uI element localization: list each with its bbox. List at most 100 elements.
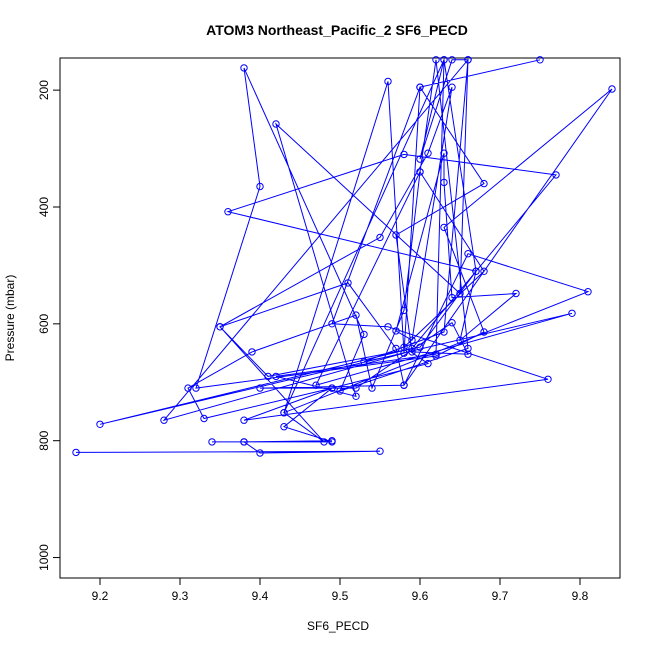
y-tick-label: 800 [37, 430, 51, 450]
data-point [160, 416, 168, 424]
data-point [512, 289, 520, 298]
data-point [448, 319, 456, 327]
data-point [568, 309, 576, 317]
data-point [440, 56, 448, 64]
chart-title: ATOM3 Northeast_Pacific_2 SF6_PECD [206, 22, 468, 38]
data-point [248, 348, 256, 356]
data-point [480, 328, 488, 336]
data-point [400, 306, 408, 315]
y-axis-label: Pressure (mbar) [3, 275, 17, 362]
data-point [392, 327, 400, 335]
data-point [328, 384, 336, 392]
data-point [424, 149, 432, 157]
series-line [75, 58, 613, 454]
data-point [344, 279, 352, 287]
data-point [400, 349, 408, 357]
data-point [184, 384, 192, 392]
data-point [72, 448, 80, 457]
data-point [384, 323, 392, 331]
data-point [464, 56, 472, 64]
data-point [352, 311, 360, 319]
data-point [408, 348, 416, 356]
data-point [544, 375, 552, 383]
data-point [408, 336, 416, 344]
y-tick-label: 400 [37, 197, 51, 217]
data-point [256, 182, 264, 191]
data-point [456, 336, 464, 344]
data-point [200, 414, 208, 423]
data-point [352, 392, 360, 400]
data-series-layer [72, 56, 616, 457]
x-tick-label: 9.5 [332, 589, 349, 603]
data-point [240, 438, 248, 446]
data-point [448, 83, 456, 91]
data-point [328, 438, 336, 446]
data-point [400, 150, 408, 159]
data-point [312, 381, 320, 389]
data-point [416, 168, 424, 176]
data-point [336, 387, 344, 395]
data-point [96, 420, 104, 428]
x-tick-label: 9.3 [172, 589, 189, 603]
data-point [280, 409, 288, 417]
y-tick-label: 600 [37, 314, 51, 334]
data-point [264, 372, 272, 381]
x-axis-label: SF6_PECD [307, 619, 369, 633]
plot-frame [59, 57, 621, 579]
data-point [472, 267, 480, 275]
data-point [416, 83, 424, 91]
data-point [440, 328, 448, 336]
data-point [432, 350, 440, 358]
data-point [416, 343, 424, 351]
data-point [192, 384, 200, 392]
data-point [272, 372, 280, 381]
x-tick-label: 9.4 [252, 589, 269, 603]
data-point [456, 289, 464, 298]
data-point [440, 149, 448, 157]
data-point [328, 320, 336, 328]
data-point [376, 233, 384, 242]
x-axis: 9.2 9.3 9.4 9.5 9.6 9.7 9.8 [92, 577, 589, 603]
data-point [208, 438, 216, 446]
x-tick-label: 9.8 [572, 589, 589, 603]
data-point [464, 250, 472, 258]
data-point [424, 359, 432, 368]
data-point [352, 384, 360, 392]
data-point [440, 223, 448, 232]
data-point [416, 155, 424, 163]
data-point [536, 56, 544, 64]
data-point [360, 330, 368, 339]
x-tick-label: 9.2 [92, 589, 109, 603]
data-point [384, 77, 392, 86]
data-point [552, 171, 560, 179]
data-point [368, 384, 376, 392]
data-point [400, 381, 408, 389]
data-point [256, 449, 264, 457]
data-point [392, 344, 400, 353]
data-point [240, 416, 248, 424]
y-axis: 200 400 600 800 1000 [37, 80, 61, 571]
y-tick-label: 200 [37, 80, 51, 100]
data-point [376, 447, 384, 455]
data-point [464, 350, 472, 358]
x-tick-label: 9.7 [492, 589, 509, 603]
data-point [440, 178, 448, 187]
data-point [216, 323, 224, 331]
data-point [432, 56, 440, 64]
data-point [584, 288, 592, 296]
data-point [608, 85, 616, 93]
data-point [280, 423, 288, 431]
data-point [272, 120, 280, 128]
data-point [448, 56, 456, 64]
data-point [464, 344, 472, 353]
data-point [480, 267, 488, 275]
data-point [320, 438, 328, 446]
data-point [392, 231, 400, 239]
y-tick-label: 1000 [37, 544, 51, 571]
data-point [360, 358, 368, 366]
data-point [240, 64, 248, 72]
data-point [256, 384, 264, 392]
data-point [224, 208, 232, 216]
x-tick-label: 9.6 [412, 589, 429, 603]
